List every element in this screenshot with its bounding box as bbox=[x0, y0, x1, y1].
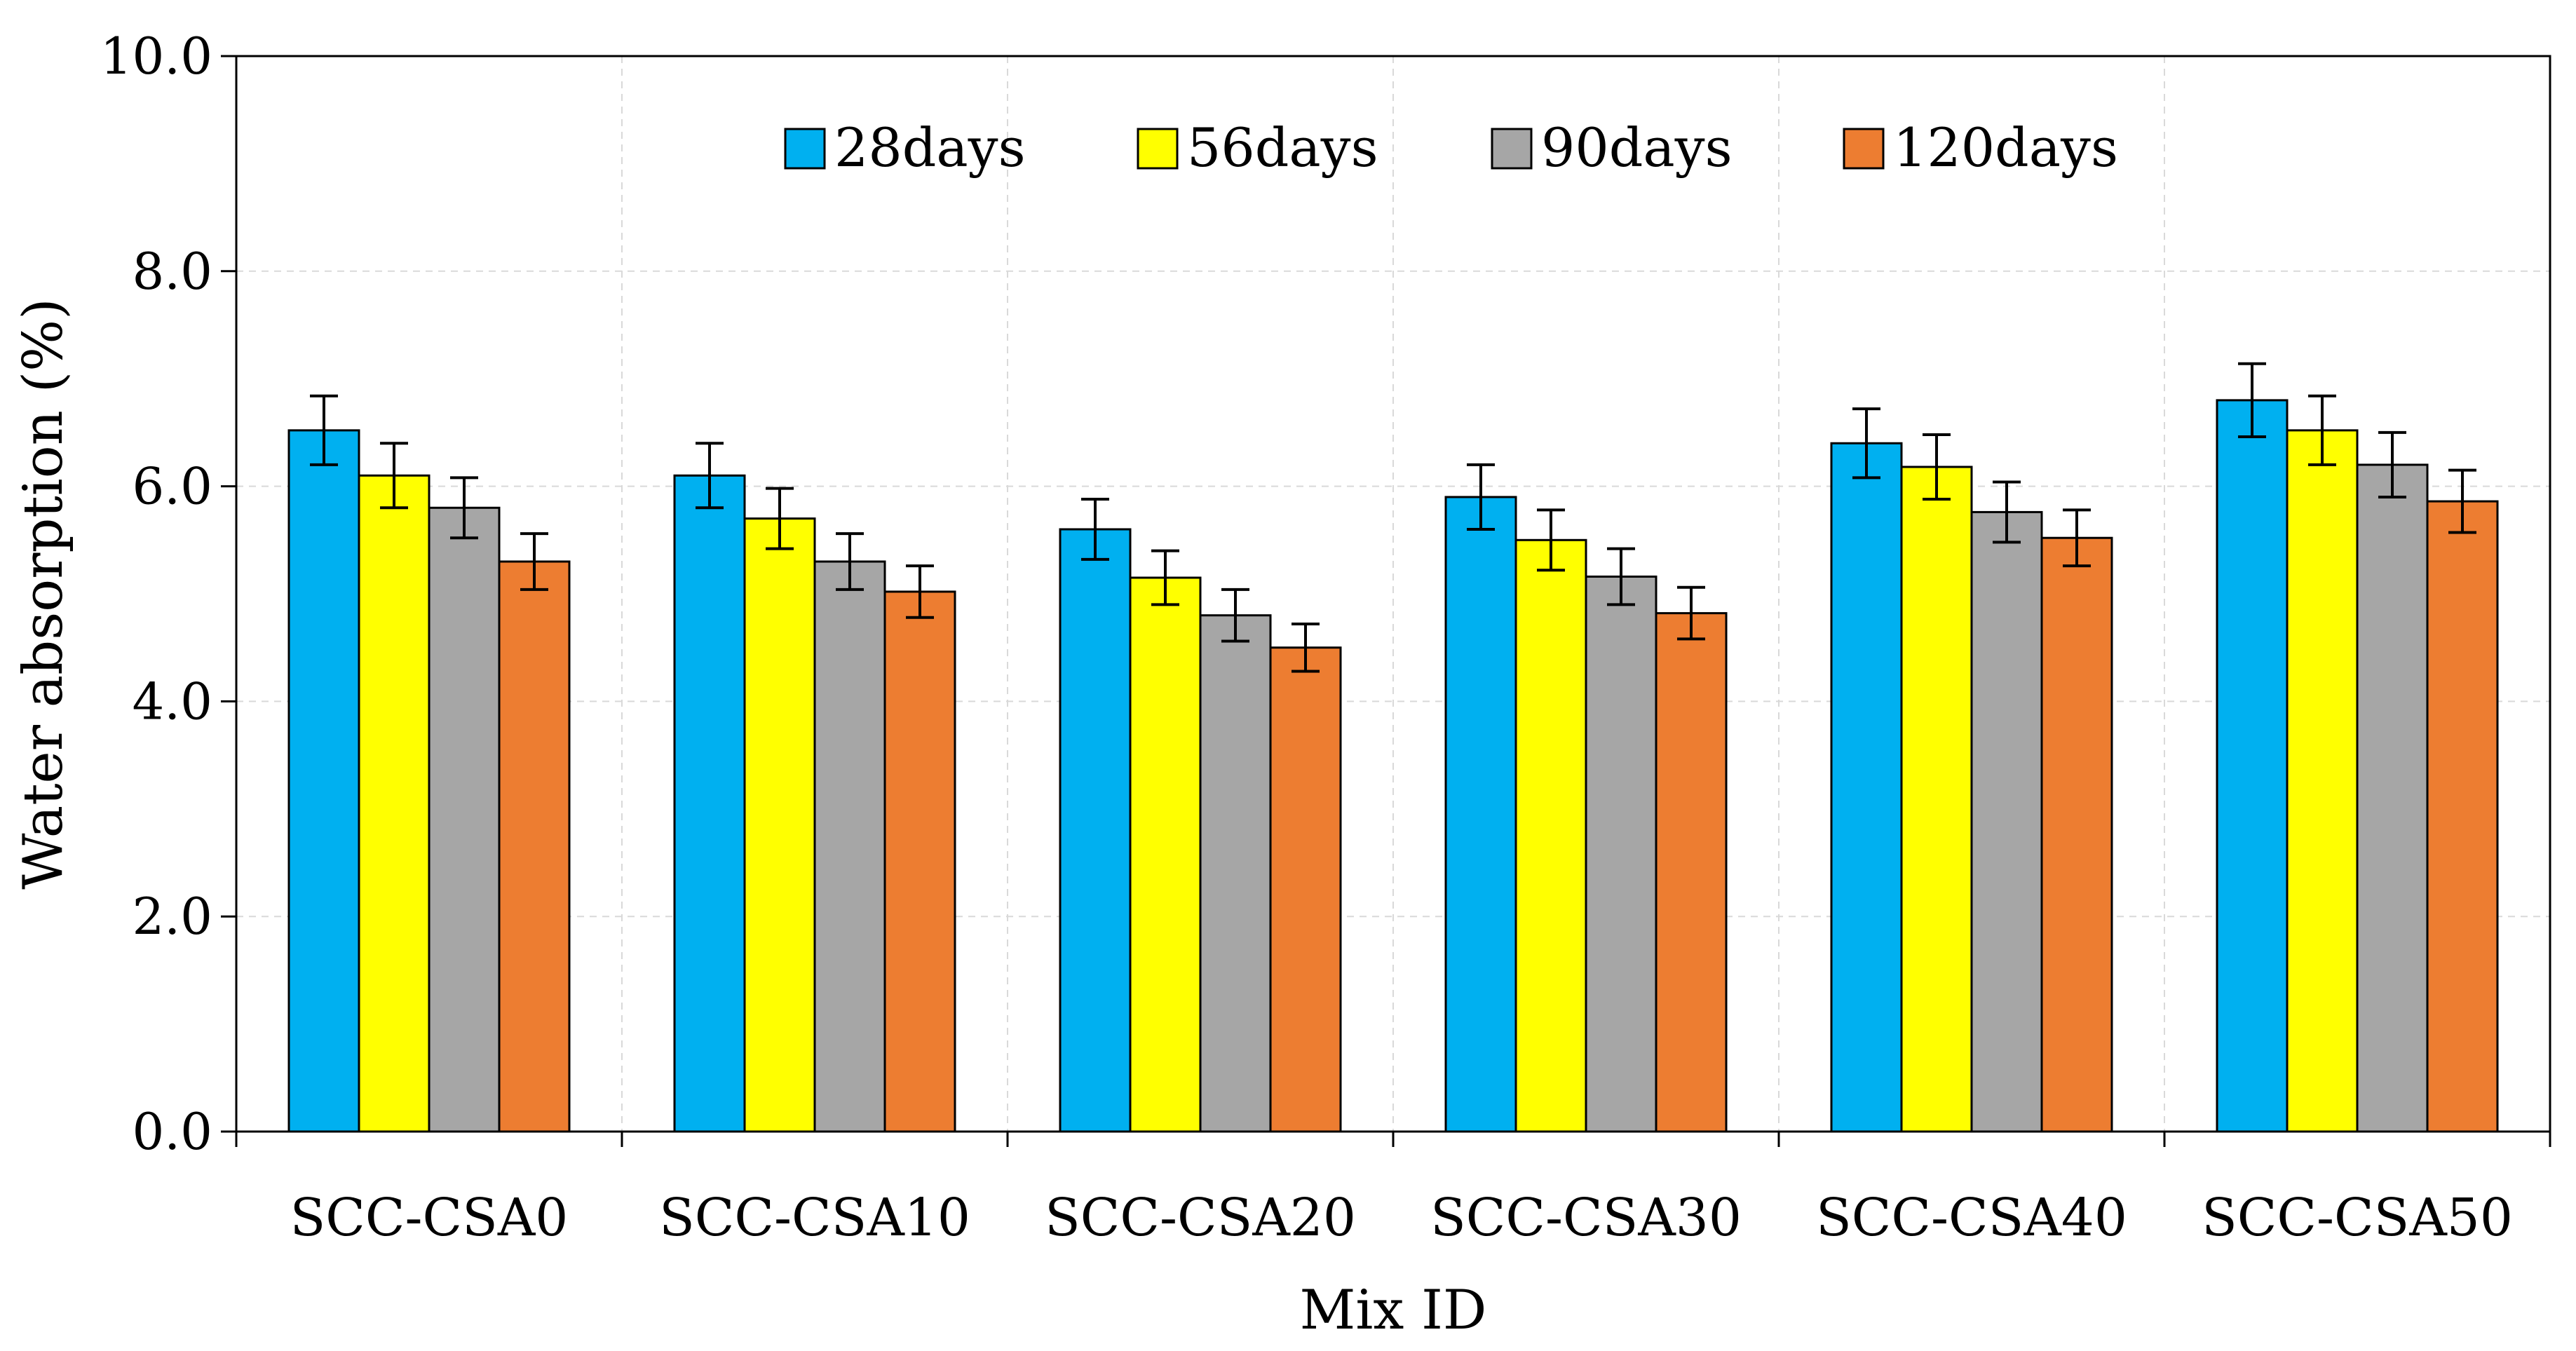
bar-120days-SCC-CSA30 bbox=[1655, 612, 1728, 1133]
bar-56days-SCC-CSA40 bbox=[1900, 466, 1973, 1133]
y-tick-label: 8.0 bbox=[132, 242, 212, 301]
gridlines bbox=[236, 56, 2550, 1132]
bar-28days-SCC-CSA30 bbox=[1444, 496, 1517, 1133]
legend-swatch-28days bbox=[784, 128, 826, 170]
y-tick-label: 4.0 bbox=[132, 672, 212, 731]
bar-90days-SCC-CSA20 bbox=[1199, 614, 1272, 1133]
bar-90days-SCC-CSA50 bbox=[2356, 463, 2429, 1133]
y-tick-label: 0.0 bbox=[132, 1102, 212, 1161]
legend-label-56days: 56days bbox=[1187, 116, 1378, 179]
x-tick-label-SCC-CSA40: SCC-CSA40 bbox=[1816, 1188, 2127, 1248]
bar-120days-SCC-CSA40 bbox=[2040, 536, 2113, 1133]
bar-28days-SCC-CSA20 bbox=[1059, 528, 1132, 1133]
bar-56days-SCC-CSA0 bbox=[358, 474, 431, 1133]
x-tick-label-SCC-CSA20: SCC-CSA20 bbox=[1045, 1188, 1356, 1248]
legend-swatch-120days bbox=[1843, 128, 1885, 170]
x-axis-title: Mix ID bbox=[1300, 1279, 1487, 1342]
bar-28days-SCC-CSA10 bbox=[673, 474, 746, 1133]
legend-label-28days: 28days bbox=[834, 116, 1026, 179]
legend-label-120days: 120days bbox=[1893, 116, 2118, 179]
bar-28days-SCC-CSA0 bbox=[287, 429, 360, 1133]
bar-56days-SCC-CSA30 bbox=[1514, 538, 1587, 1133]
bar-120days-SCC-CSA20 bbox=[1269, 646, 1342, 1133]
axes: 0.0 2.0 4.0 6.0 8.0 10.0 SCC-CSA0 SCC-CSA10 SCC-… bbox=[100, 27, 2551, 1248]
bar-56days-SCC-CSA20 bbox=[1129, 576, 1202, 1133]
legend-swatch-90days bbox=[1491, 128, 1533, 170]
bar-90days-SCC-CSA40 bbox=[1970, 510, 2043, 1133]
y-axis-title: Water absorption (%) bbox=[12, 298, 75, 889]
bar-56days-SCC-CSA50 bbox=[2286, 429, 2359, 1133]
bar-120days-SCC-CSA0 bbox=[498, 560, 571, 1133]
bar-28days-SCC-CSA40 bbox=[1830, 442, 1903, 1133]
bar-56days-SCC-CSA10 bbox=[743, 517, 816, 1133]
bar-28days-SCC-CSA50 bbox=[2216, 399, 2289, 1133]
y-tick-label: 2.0 bbox=[132, 887, 212, 946]
y-tick-label: 10.0 bbox=[100, 27, 212, 86]
legend-label-90days: 90days bbox=[1541, 116, 1733, 179]
bars bbox=[287, 399, 2499, 1133]
x-tick-label-SCC-CSA50: SCC-CSA50 bbox=[2202, 1188, 2513, 1248]
y-tick-label: 6.0 bbox=[132, 457, 212, 516]
x-tick-label-SCC-CSA30: SCC-CSA30 bbox=[1430, 1188, 1742, 1248]
bar-120days-SCC-CSA10 bbox=[883, 590, 956, 1133]
bar-90days-SCC-CSA10 bbox=[813, 560, 886, 1133]
bar-90days-SCC-CSA0 bbox=[428, 506, 501, 1133]
bar-90days-SCC-CSA30 bbox=[1585, 575, 1658, 1133]
bar-120days-SCC-CSA50 bbox=[2426, 500, 2499, 1133]
error-bars bbox=[310, 362, 2476, 673]
legend: 28days 56days 90days 120days bbox=[784, 116, 2118, 179]
x-tick-label-SCC-CSA10: SCC-CSA10 bbox=[659, 1188, 970, 1248]
x-tick-label-SCC-CSA0: SCC-CSA0 bbox=[290, 1188, 569, 1248]
legend-swatch-56days bbox=[1137, 128, 1179, 170]
